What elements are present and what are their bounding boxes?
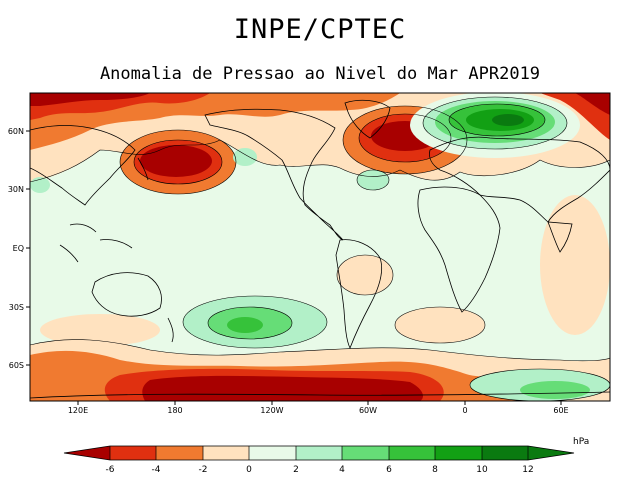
- colorbar-segment-2: [156, 446, 203, 460]
- colorbar-tick-1: -4: [152, 465, 161, 475]
- map-frame: [29, 92, 611, 402]
- colorbar-tick-2: -2: [199, 465, 208, 475]
- colorbar-tick-0: -6: [106, 465, 115, 475]
- colorbar-segment-5: [296, 446, 342, 460]
- colorbar-tick-7: 8: [432, 465, 438, 475]
- axis-ticks: [26, 130, 562, 405]
- colorbar-tick-5: 4: [339, 465, 345, 475]
- colorbar-segment-7: [389, 446, 435, 460]
- colorbar-unit: hPa: [573, 437, 589, 447]
- lat-label-eq: EQ: [13, 244, 24, 253]
- lat-label-30s: 30S: [9, 303, 24, 312]
- colorbar-segment-8: [435, 446, 482, 460]
- colorbar-tick-8: 10: [476, 465, 488, 475]
- colorbar-tick-9: 12: [522, 465, 533, 475]
- lon-label-60e: 60E: [553, 406, 568, 415]
- map-field: [30, 93, 610, 401]
- map-title: INPE/CPTEC: [233, 14, 407, 45]
- lat-label-30n: 30N: [8, 185, 24, 194]
- colorbar-segment-6: [342, 446, 389, 460]
- lon-label-180: 180: [167, 406, 182, 415]
- colorbar-arrow-high: [528, 446, 574, 460]
- map-subtitle: Anomalia de Pressao ao Nivel do Mar APR2…: [99, 64, 541, 84]
- colorbar-segment-1: [110, 446, 156, 460]
- lat-label-60s: 60S: [9, 361, 24, 370]
- lon-label-120e: 120E: [68, 406, 88, 415]
- colorbar: hPa -6 -4 -2 0 2 4 6 8: [63, 437, 589, 475]
- lon-label-120w: 120W: [260, 406, 283, 415]
- colorbar-arrow-low: [64, 446, 110, 460]
- longitude-labels: 120E 180 120W 60W 0 60E: [68, 406, 569, 415]
- colorbar-segment-9: [482, 446, 528, 460]
- colorbar-tick-3: 0: [246, 465, 252, 475]
- coastlines: [30, 99, 610, 399]
- colorbar-segment-4: [249, 446, 296, 460]
- latitude-labels: 60N 30N EQ 30S 60S: [8, 127, 24, 370]
- colorbar-segment-3: [203, 446, 249, 460]
- lon-label-60w: 60W: [359, 406, 377, 415]
- lon-label-0: 0: [462, 406, 467, 415]
- colorbar-tick-4: 2: [293, 465, 299, 475]
- lat-label-60n: 60N: [8, 127, 24, 136]
- colorbar-tick-6: 6: [386, 465, 392, 475]
